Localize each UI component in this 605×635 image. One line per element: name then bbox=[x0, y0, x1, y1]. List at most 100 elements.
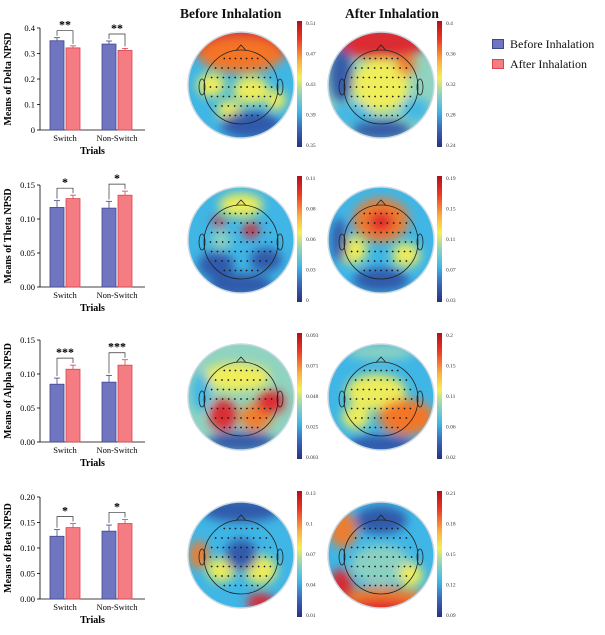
theta-after-electrode bbox=[410, 241, 413, 243]
y-axis-label: Means of Alpha NPSD bbox=[3, 343, 14, 439]
beta-before-electrode bbox=[228, 527, 231, 530]
delta-before-electrode bbox=[227, 86, 230, 88]
alpha-before-nose bbox=[235, 356, 247, 363]
legend: Before Inhalation After Inhalation bbox=[492, 34, 594, 74]
significance-marker: * bbox=[114, 171, 120, 185]
beta-before-electrode bbox=[221, 575, 223, 577]
theta-after-electrode bbox=[380, 231, 382, 234]
alpha-after-electrode bbox=[398, 398, 401, 400]
alpha-after-heat-blob bbox=[378, 399, 434, 435]
alpha-after-electrode bbox=[354, 417, 357, 419]
beta-before-electrode bbox=[221, 537, 223, 539]
alpha-before-heatmap bbox=[188, 344, 294, 450]
delta-after-electrode bbox=[399, 105, 401, 107]
delta-after-electrode bbox=[396, 57, 399, 60]
delta-after-electrode bbox=[386, 86, 389, 88]
beta-after-electrode bbox=[385, 565, 388, 568]
alpha-before-electrode bbox=[216, 388, 219, 391]
theta-after-electrode bbox=[356, 231, 359, 234]
delta-before-electrode bbox=[210, 76, 213, 79]
alpha-before-electrode bbox=[263, 407, 266, 410]
delta-before-heat-blob bbox=[233, 76, 269, 104]
beta-before-topomap bbox=[187, 501, 295, 609]
alpha-after-electrode bbox=[350, 388, 353, 391]
after-bar bbox=[65, 47, 81, 131]
theta-before-heat-blob bbox=[213, 216, 225, 228]
theta-before-colorbar-gradient bbox=[297, 176, 302, 302]
significance-marker: * bbox=[62, 504, 68, 518]
alpha-after-heat-blob bbox=[347, 344, 415, 360]
alpha-before-electrode bbox=[214, 417, 217, 419]
alpha-before-electrode bbox=[256, 426, 259, 429]
alpha-after-electrode bbox=[367, 398, 370, 400]
theta-after-colorbar-label: 0.03 bbox=[446, 298, 456, 304]
before-bar bbox=[49, 535, 65, 600]
beta-before-electrode bbox=[259, 537, 261, 539]
beta-after-electrode bbox=[368, 527, 371, 530]
theta-before-electrode bbox=[216, 231, 219, 234]
theta-after-nose bbox=[375, 199, 387, 206]
delta-after-topomap bbox=[327, 31, 435, 139]
beta-before-electrode bbox=[269, 546, 272, 549]
beta-after-electrode bbox=[380, 546, 382, 549]
x-axis-label: Trials bbox=[80, 615, 105, 626]
alpha-before-electrode bbox=[259, 379, 261, 381]
theta-before-heat-blob bbox=[211, 230, 231, 250]
alpha-before-electrode bbox=[270, 398, 273, 400]
delta-before-electrode bbox=[252, 105, 255, 107]
beta-before-electrode bbox=[234, 546, 237, 549]
theta-before-electrode bbox=[246, 260, 249, 262]
theta-after-electrode bbox=[354, 222, 357, 224]
theta-after-electrode bbox=[367, 260, 370, 262]
alpha-before-electrode bbox=[265, 417, 268, 419]
theta-after-electrode bbox=[404, 241, 407, 243]
delta-before-electrode bbox=[252, 67, 255, 69]
delta-before-electrode bbox=[233, 67, 236, 69]
delta-before-electrode bbox=[263, 95, 266, 98]
beta-after-electrode bbox=[363, 584, 366, 587]
delta-after-heat-blob bbox=[353, 59, 409, 111]
y-tick-label: 0.05 bbox=[20, 248, 35, 258]
theta-before-heat-blob bbox=[198, 251, 234, 279]
theta-after-electrode bbox=[403, 231, 406, 234]
delta-before-electrode bbox=[233, 86, 236, 88]
delta-after-electrode bbox=[403, 76, 406, 79]
before-inhalation-header: Before Inhalation bbox=[180, 6, 282, 21]
delta-before-electrode bbox=[270, 86, 273, 88]
theta-before-electrode bbox=[251, 212, 254, 215]
beta-after-electrode bbox=[355, 556, 358, 558]
delta-after-electrode bbox=[367, 86, 370, 88]
alpha-after-electrode bbox=[397, 388, 400, 391]
alpha-after-electrode bbox=[374, 388, 377, 391]
beta-before-electrode bbox=[269, 565, 272, 568]
beta-before-colorbar-gradient bbox=[297, 491, 302, 617]
alpha-after-electrode bbox=[361, 417, 363, 419]
beta-after-electrode bbox=[362, 546, 365, 549]
delta-after-electrode bbox=[361, 86, 364, 88]
theta-before-electrode bbox=[258, 241, 261, 243]
after-inhalation-header: After Inhalation bbox=[345, 6, 439, 21]
delta-after-electrode bbox=[356, 95, 359, 98]
alpha-before-electrode bbox=[264, 398, 267, 400]
beta-before-electrode bbox=[234, 584, 237, 587]
alpha-before-electrode bbox=[227, 417, 230, 419]
theta-before-electrode bbox=[252, 241, 255, 243]
delta-before-electrode bbox=[214, 67, 217, 69]
y-axis-label: Means of Delta NPSD bbox=[3, 32, 14, 125]
theta-after-electrode bbox=[409, 250, 412, 253]
delta-after-electrode bbox=[397, 76, 400, 79]
beta-after-electrode bbox=[380, 584, 382, 587]
alpha-after-electrode bbox=[392, 379, 395, 381]
beta-after-electrode bbox=[392, 575, 395, 577]
delta-before-heat-blob bbox=[199, 37, 283, 73]
beta-before-electrode bbox=[215, 556, 218, 558]
theta-after-colorbar-label: 0.19 bbox=[446, 176, 456, 182]
beta-before-electrode bbox=[245, 527, 248, 530]
theta-before-colorbar-label: 0.03 bbox=[306, 268, 316, 274]
theta-after-rim bbox=[327, 186, 435, 294]
alpha-after-electrode bbox=[374, 407, 377, 410]
alpha-after-electrode bbox=[404, 398, 407, 400]
alpha-after-electrode bbox=[396, 369, 399, 372]
alpha-before-electrode bbox=[210, 388, 213, 391]
